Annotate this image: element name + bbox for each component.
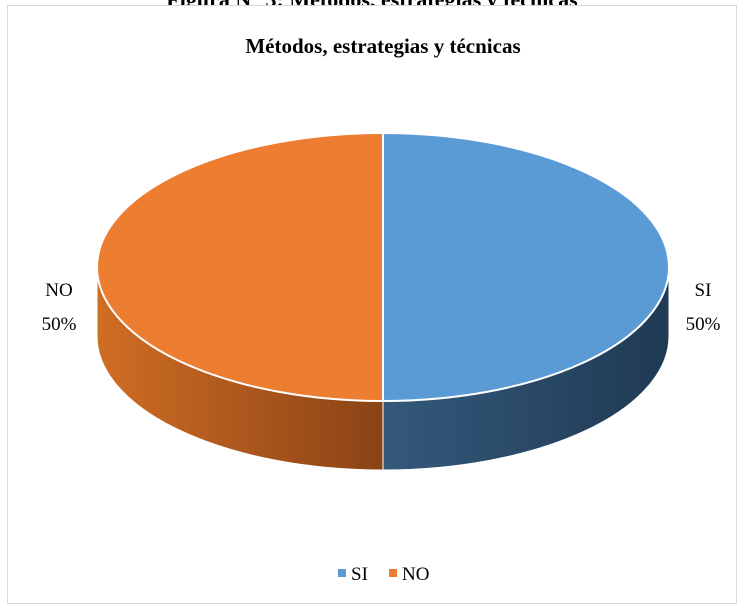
data-label-no-percent: 50% <box>42 314 77 335</box>
slice-no[interactable] <box>96 131 384 403</box>
legend-label-no: NO <box>402 564 429 585</box>
legend-swatch-si <box>338 569 346 577</box>
data-label-no-category: NO <box>45 280 72 301</box>
data-label-si-percent: 50% <box>686 314 721 335</box>
data-label-si-category: SI <box>695 280 712 301</box>
legend-label-si: SI <box>351 564 368 585</box>
chart-title: Métodos, estrategias y técnicas <box>245 34 520 58</box>
legend-swatch-no <box>389 569 397 577</box>
legend: SI NO <box>338 564 429 585</box>
slice-si[interactable] <box>382 131 670 403</box>
